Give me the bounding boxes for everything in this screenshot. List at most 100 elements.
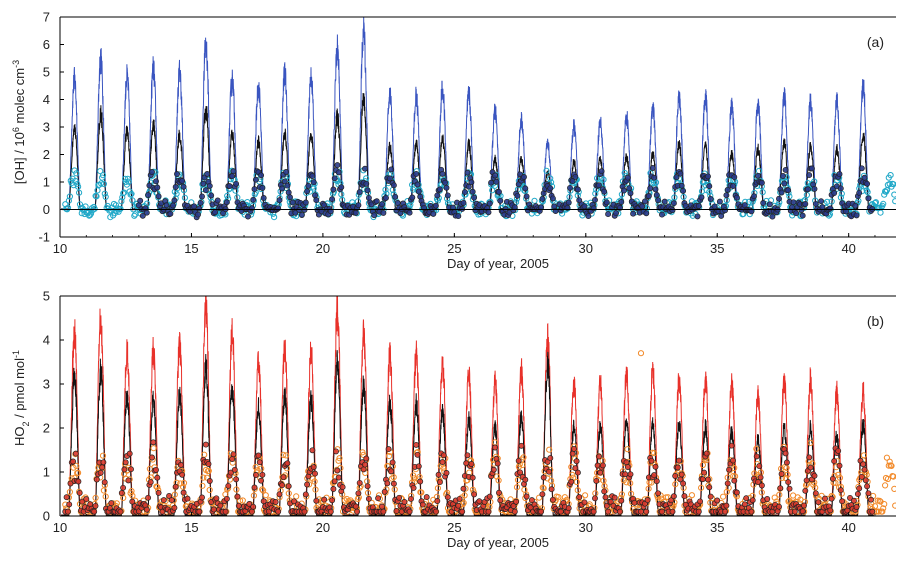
data-point (892, 502, 896, 509)
data-point (99, 464, 106, 471)
data-point (865, 490, 872, 497)
data-point (659, 508, 665, 515)
data-point (757, 474, 764, 481)
data-point (117, 508, 124, 515)
data-point (547, 455, 554, 462)
y-tick-label: 4 (43, 92, 50, 107)
data-point (496, 489, 502, 496)
data-point (97, 469, 104, 476)
data-point (495, 477, 502, 484)
x-tick-label: 10 (53, 241, 67, 256)
data-point (731, 477, 738, 484)
data-point (150, 439, 157, 446)
y-tick-label: 2 (43, 147, 50, 162)
data-point (836, 474, 844, 481)
data-point (669, 207, 676, 214)
data-point (753, 453, 760, 460)
data-point (124, 175, 131, 182)
data-point (858, 473, 865, 480)
data-point (181, 194, 188, 201)
data-point (364, 489, 372, 496)
data-point (309, 447, 316, 454)
data-point (617, 508, 623, 515)
data-point (381, 488, 388, 495)
data-point (643, 210, 650, 217)
data-point (755, 479, 761, 485)
data-point (673, 174, 680, 181)
data-point (149, 169, 155, 175)
data-point (836, 462, 843, 469)
data-point (304, 481, 311, 488)
data-point (246, 501, 253, 507)
data-point (143, 209, 150, 216)
y-tick-label: 5 (43, 289, 50, 304)
data-point (887, 172, 894, 179)
data-point (572, 465, 579, 472)
data-point (388, 166, 395, 173)
x-axis-title-a: Day of year, 2005 (447, 256, 549, 271)
x-tick-label: 25 (447, 241, 461, 256)
data-point (117, 205, 124, 212)
data-point (884, 475, 892, 483)
data-point (724, 474, 731, 481)
data-point (440, 465, 447, 472)
data-point (624, 446, 631, 453)
data-point (677, 170, 684, 177)
data-point (100, 180, 108, 188)
data-point (471, 491, 478, 498)
data-point (639, 203, 646, 210)
data-point (605, 211, 612, 218)
panel-oh: 10 15 20 25 30 35 40 -1 0 1 2 3 4 5 6 7 (a) Day of year… (11, 10, 896, 271)
data-point (803, 191, 811, 199)
data-point (432, 508, 439, 515)
data-point (329, 497, 336, 504)
data-point (776, 195, 782, 202)
data-point (523, 493, 530, 500)
data-point (166, 493, 173, 499)
x-tick-label: 40 (841, 241, 855, 256)
data-point (602, 494, 609, 501)
data-point (393, 508, 400, 514)
data-point (647, 185, 654, 192)
data-point (655, 490, 662, 497)
data-point (184, 495, 191, 502)
data-point (200, 474, 207, 481)
data-point (890, 181, 896, 188)
data-point (147, 479, 154, 486)
data-point (574, 487, 581, 494)
data-point (365, 495, 372, 502)
data-point (128, 466, 134, 473)
data-point (310, 464, 317, 471)
data-point (485, 209, 492, 216)
data-point (600, 176, 607, 183)
data-point (743, 495, 750, 502)
data-point (271, 214, 278, 221)
data-point (465, 183, 472, 190)
data-point (150, 445, 157, 452)
data-point (828, 495, 835, 502)
data-point (661, 198, 668, 205)
data-point (808, 165, 815, 172)
data-point (892, 198, 896, 205)
data-point (807, 464, 814, 471)
data-point (749, 497, 756, 504)
data-point (168, 497, 175, 504)
data-point (818, 198, 825, 205)
x-tick-label: 25 (447, 520, 461, 535)
data-point (597, 469, 604, 476)
data-point (643, 508, 650, 515)
data-point (510, 503, 517, 509)
data-point (824, 198, 831, 205)
plot-area-oh: 10 15 20 25 30 35 40 -1 0 1 2 3 4 5 6 7 (38, 10, 896, 256)
data-point (66, 193, 74, 200)
data-point (651, 174, 658, 181)
data-point (279, 482, 286, 489)
data-point (121, 189, 128, 196)
data-point (471, 194, 478, 201)
data-point (434, 192, 441, 199)
data-point (260, 195, 267, 201)
data-point (214, 197, 221, 204)
data-point (785, 479, 792, 486)
data-point (868, 496, 874, 503)
data-point (513, 498, 520, 505)
